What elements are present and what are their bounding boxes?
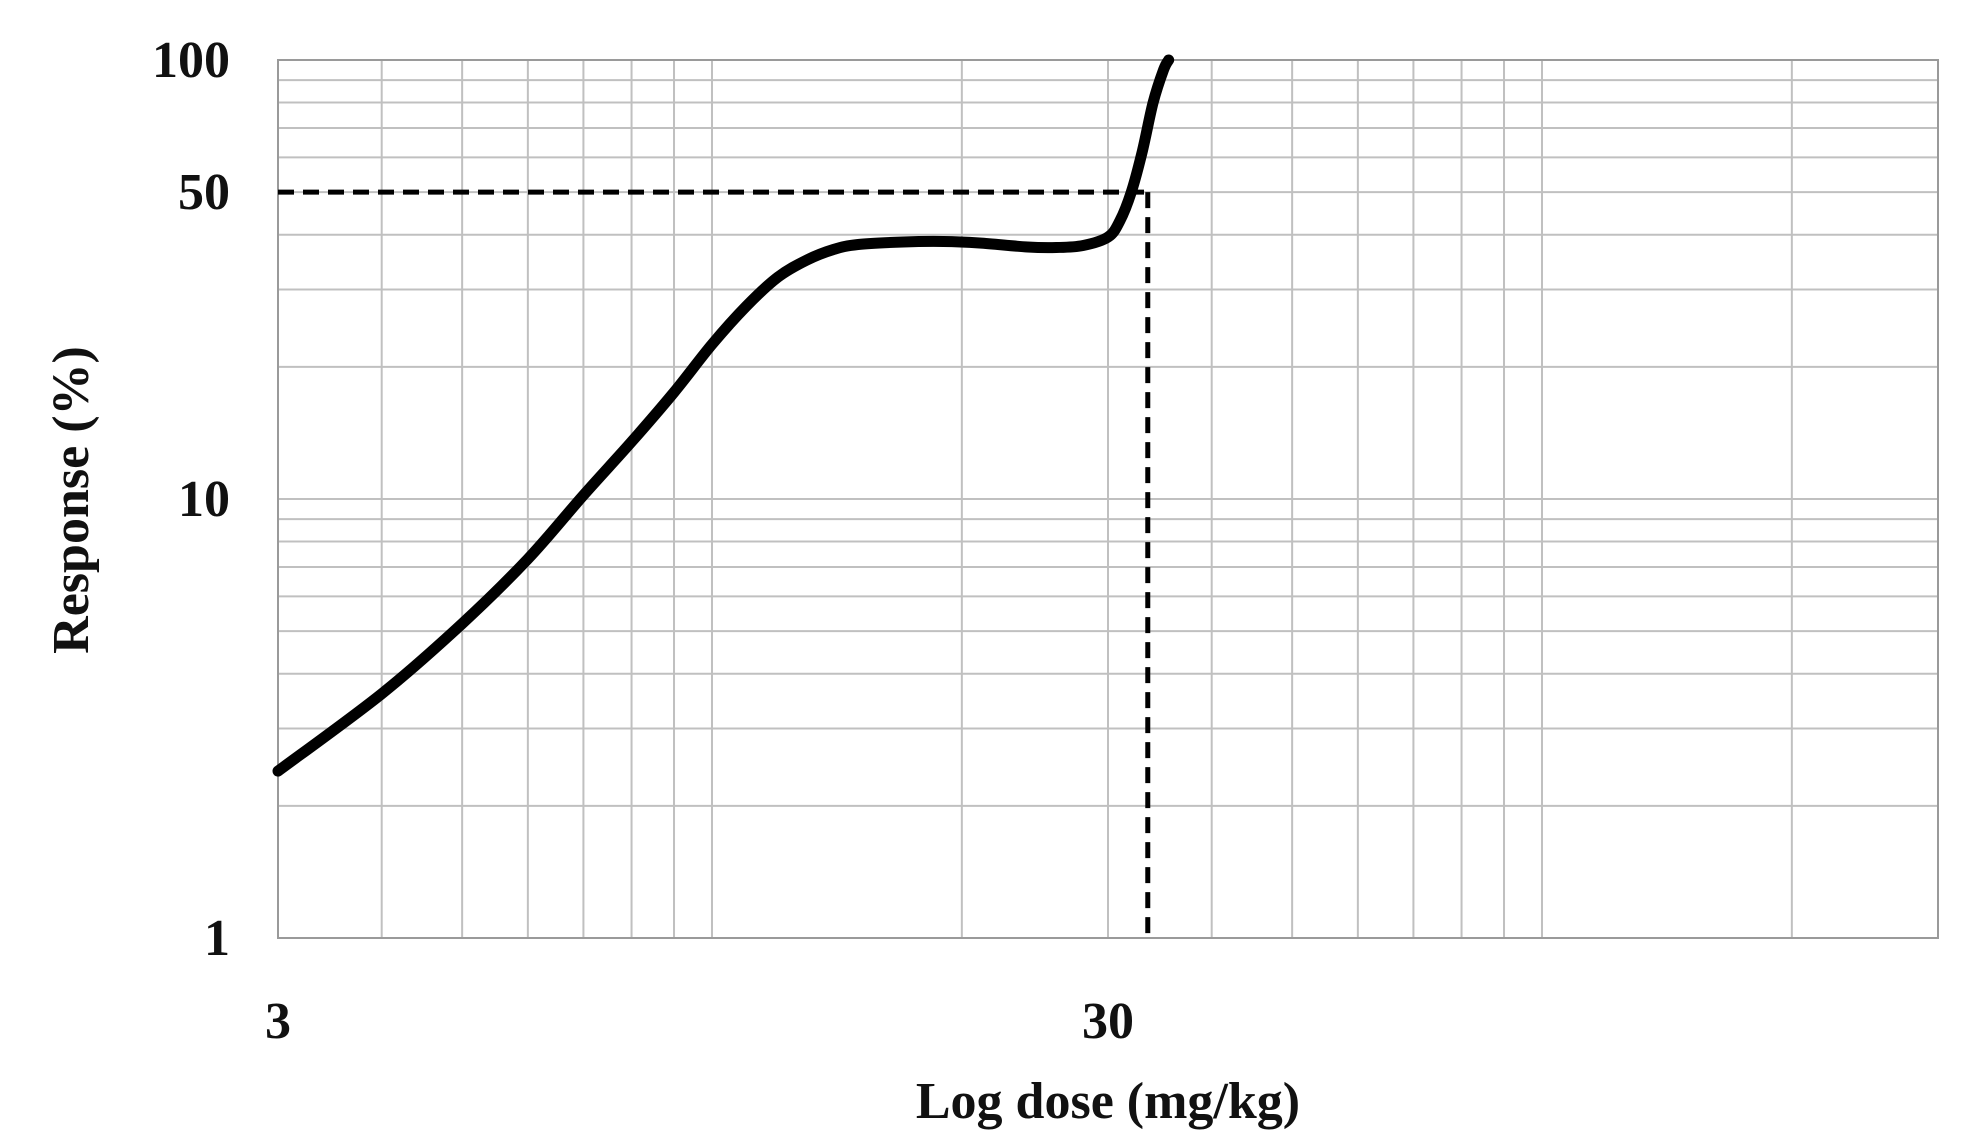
reference-lines: [278, 189, 1151, 938]
y-axis-title: Response (%): [43, 346, 100, 654]
y-tick-label: 50: [178, 164, 230, 221]
y-tick-label: 1: [204, 910, 230, 967]
x-axis-title: Log dose (mg/kg): [916, 1073, 1300, 1130]
plot-frame: [277, 59, 1939, 939]
x-tick-label: 3: [265, 993, 291, 1050]
tick-labels: 1 10 50 100 3 30: [152, 32, 1134, 1050]
y-tick-label: 10: [178, 471, 230, 528]
x-tick-label: 30: [1082, 993, 1134, 1050]
series-group: [272, 54, 1175, 777]
y-tick-label: 100: [152, 32, 230, 89]
series-line: [272, 54, 1175, 777]
